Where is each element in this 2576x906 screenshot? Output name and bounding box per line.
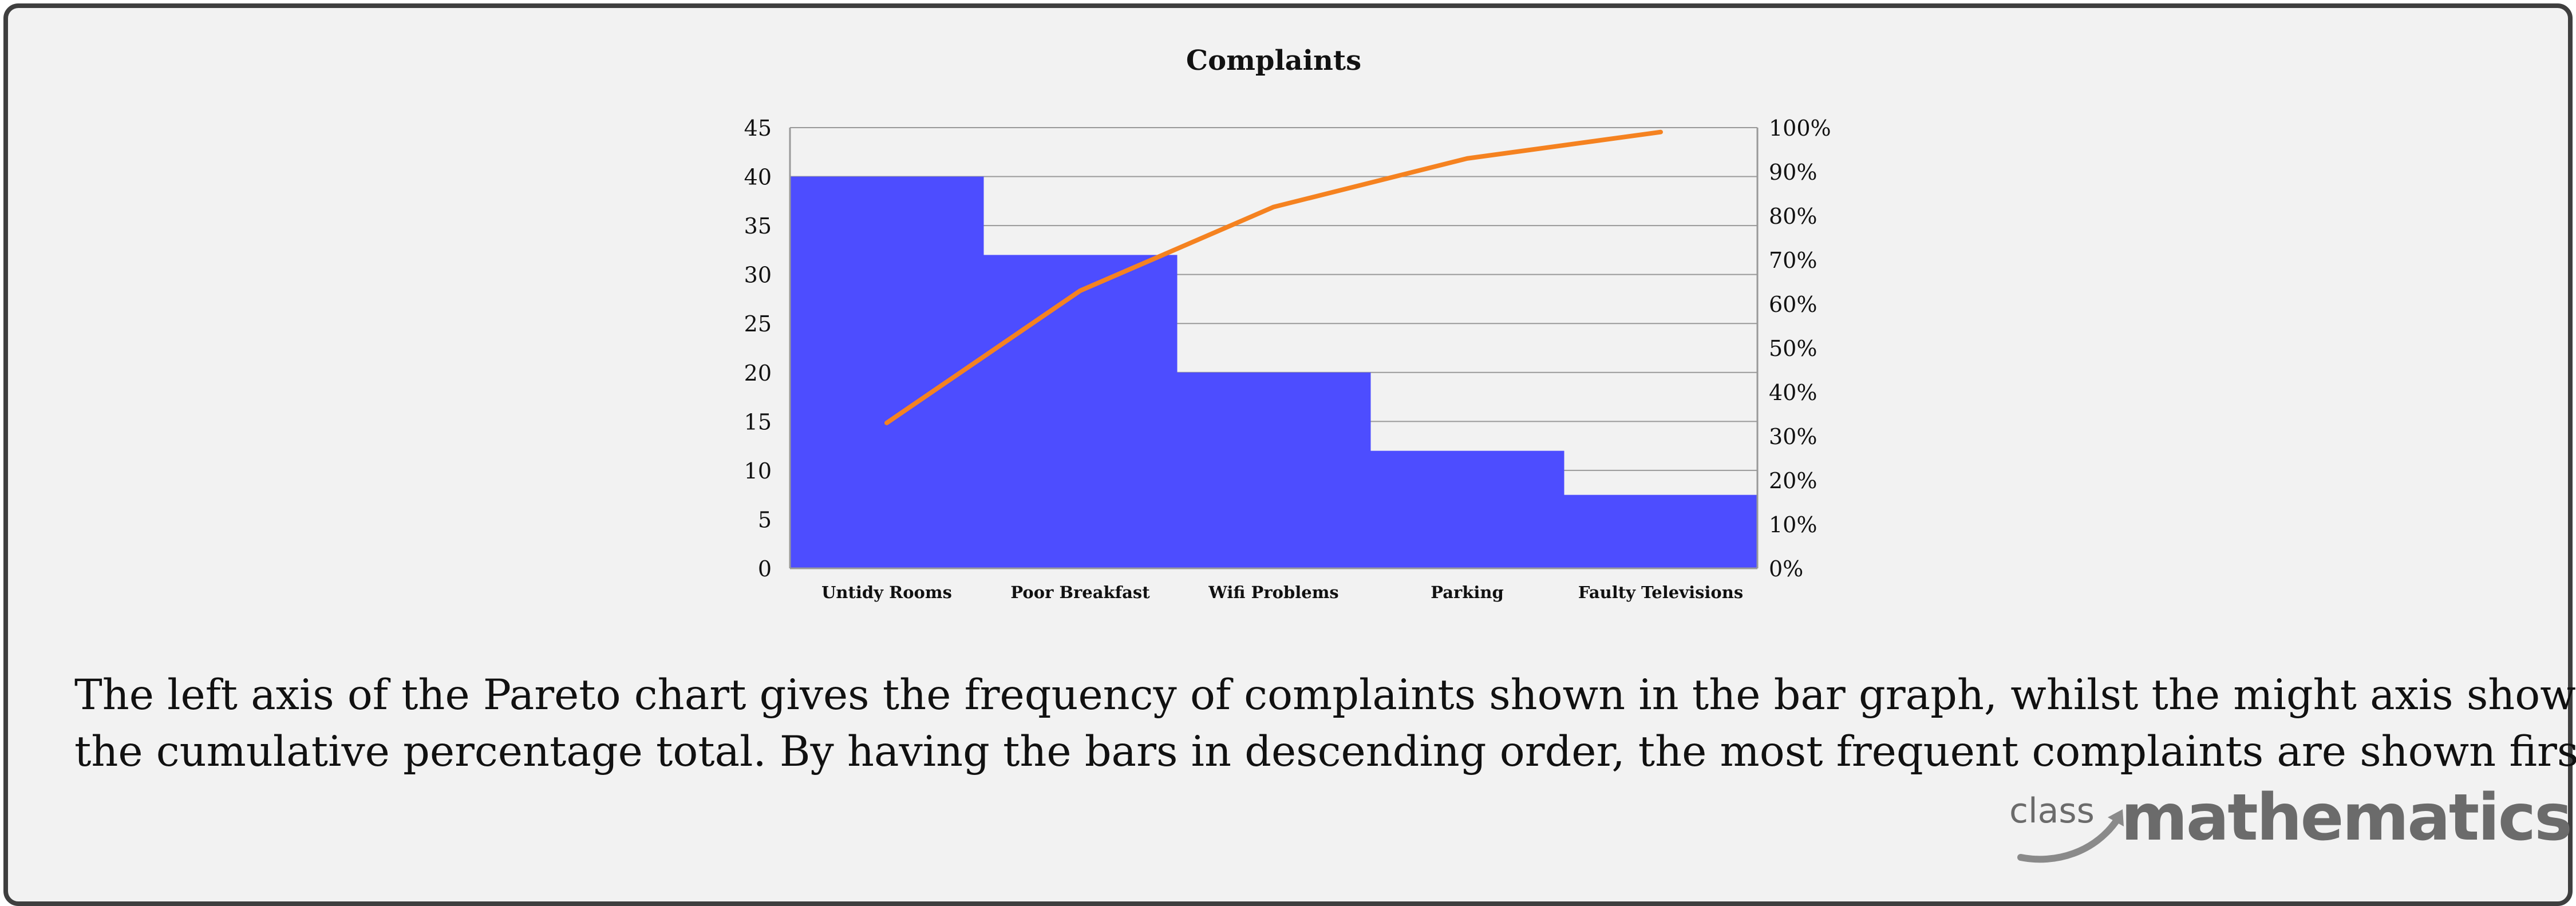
axes xyxy=(789,128,1759,569)
bar xyxy=(1564,494,1758,568)
right-tick-label: 40% xyxy=(1769,380,1817,405)
bar xyxy=(983,255,1178,568)
right-tick-label: 80% xyxy=(1769,204,1817,229)
right-tick-label: 90% xyxy=(1769,160,1817,185)
right-tick-label: 10% xyxy=(1769,512,1817,537)
bar xyxy=(1177,372,1371,568)
tick-labels: 0 5 10 15 20 25 30 35 40 45 0% 10% 20% 30% 40% 50% 60% 70… xyxy=(744,116,1831,602)
cumulative-point xyxy=(1080,290,1081,291)
cumulative-point xyxy=(1467,158,1468,159)
left-tick-label: 35 xyxy=(744,213,772,239)
right-tick-label: 30% xyxy=(1769,424,1817,449)
left-tick-label: 20 xyxy=(744,361,772,386)
right-tick-label: 70% xyxy=(1769,248,1817,273)
description-text: The left axis of the Pareto chart gives … xyxy=(74,667,2576,780)
right-tick-label: 20% xyxy=(1769,468,1817,493)
description-line-2: the cumulative percentage total. By havi… xyxy=(74,727,2576,776)
logo-swoosh-icon xyxy=(2017,809,2124,863)
left-tick-label: 30 xyxy=(744,263,772,288)
class-mathematics-logo: class mathematics xyxy=(2009,781,2573,870)
bar xyxy=(1370,450,1564,568)
chart-title: Complaints xyxy=(1186,45,1361,77)
category-label: Poor Breakfast xyxy=(1010,583,1150,602)
left-tick-label: 10 xyxy=(744,458,772,484)
left-tick-label: 45 xyxy=(744,116,772,141)
right-tick-label: 50% xyxy=(1769,336,1817,361)
category-label: Faulty Televisions xyxy=(1578,583,1743,602)
category-label: Parking xyxy=(1431,583,1504,602)
logo-word-mathematics: mathematics xyxy=(2121,781,2573,855)
bars xyxy=(790,176,1758,568)
category-label: Wifi Problems xyxy=(1208,583,1338,602)
left-tick-label: 25 xyxy=(744,311,772,337)
cumulative-line xyxy=(884,129,1663,425)
right-tick-label: 60% xyxy=(1769,292,1817,317)
left-tick-label: 15 xyxy=(744,409,772,434)
right-tick-label: 100% xyxy=(1769,116,1831,141)
left-tick-label: 0 xyxy=(758,556,772,581)
category-label: Untidy Rooms xyxy=(821,583,952,602)
pareto-chart: Complaints 0 5 10 15 20 25 30 35 40 45 0% 10% 20% 30%… xyxy=(744,45,1831,602)
left-tick-label: 40 xyxy=(744,165,772,190)
logo-word-class: class xyxy=(2009,791,2095,831)
bar xyxy=(790,176,984,568)
left-tick-label: 5 xyxy=(758,507,772,532)
description-line-1: The left axis of the Pareto chart gives … xyxy=(74,671,2576,719)
right-tick-label: 0% xyxy=(1769,556,1803,581)
